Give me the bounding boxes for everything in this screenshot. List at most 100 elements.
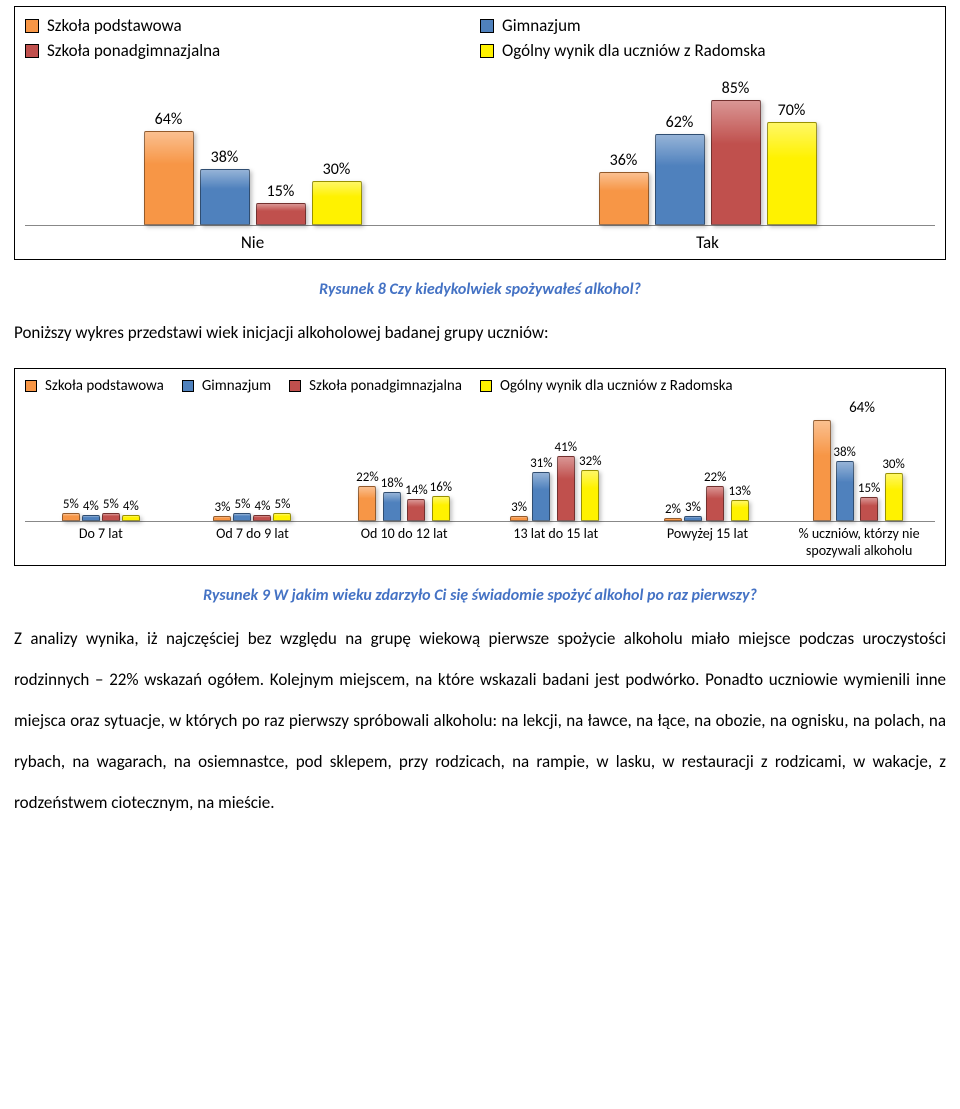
bar-value-label: 3% — [685, 500, 701, 515]
bar-group: 5%4%5%4% — [25, 497, 177, 521]
x-category-label: Nie — [25, 226, 480, 253]
legend-item: Szkoła ponadgimnazjalna — [289, 377, 462, 395]
legend-item: Ogólny wynik dla uczniów z Radomska — [480, 40, 935, 61]
bar: 15% — [256, 182, 306, 225]
bar-rect — [767, 122, 817, 225]
bar-rect — [256, 203, 306, 225]
chart2-top-right-value: 64% — [849, 399, 875, 417]
x-category-label: % uczniów, którzy nie spozywali alkoholu — [783, 522, 935, 560]
bar-rect — [532, 472, 550, 521]
caption-2: Rysunek 9 W jakim wieku zdarzyło Ci się … — [0, 586, 960, 605]
bar: 5% — [273, 497, 291, 521]
bar-rect — [82, 515, 100, 521]
bar: 30% — [312, 160, 362, 225]
bar-rect — [407, 499, 425, 521]
legend-swatch — [182, 380, 194, 392]
x-category-label: Tak — [480, 226, 935, 253]
bar-rect — [860, 497, 878, 521]
bar: 4% — [253, 499, 271, 521]
bar-group: 36%62%85%70% — [480, 79, 935, 225]
bar-value-label: 3% — [215, 500, 231, 515]
legend-swatch — [480, 380, 492, 392]
bar: 85% — [711, 79, 761, 225]
bar-rect — [599, 172, 649, 225]
bar-value-label: 5% — [275, 497, 291, 512]
chart2-xaxis: Do 7 latOd 7 do 9 latOd 10 do 12 lat13 l… — [25, 521, 935, 560]
bar-group: 38%15%30% — [783, 419, 935, 521]
bar-rect — [253, 515, 271, 521]
bar-value-label: 32% — [579, 454, 601, 469]
bar-rect — [233, 513, 251, 521]
bar-rect — [836, 461, 854, 521]
paragraph-2: Z analizy wynika, iż najczęściej bez wzg… — [14, 619, 946, 823]
bar-rect — [655, 134, 705, 225]
chart-1: Szkoła podstawowa Gimnazjum Szkoła ponadgi… — [14, 6, 946, 260]
bar-value-label: 13% — [728, 484, 750, 499]
bar: 36% — [599, 151, 649, 225]
bar-rect — [200, 169, 250, 225]
legend-label: Ogólny wynik dla uczniów z Radomska — [502, 40, 766, 61]
bar: 5% — [62, 497, 80, 521]
legend-item: Ogólny wynik dla uczniów z Radomska — [480, 377, 733, 395]
legend-item: Gimnazjum — [480, 15, 935, 36]
x-category-label: Do 7 lat — [25, 522, 177, 560]
bar: 62% — [655, 113, 705, 225]
legend-label: Szkoła ponadgimnazjalna — [47, 40, 220, 61]
legend-swatch — [25, 44, 39, 58]
bar: 38% — [200, 148, 250, 225]
bar-value-label: 4% — [123, 499, 139, 514]
bar: 15% — [858, 481, 880, 521]
bar-group: 3%31%41%32% — [480, 440, 632, 521]
bar-value-label: 62% — [666, 113, 694, 132]
bar-rect — [383, 492, 401, 520]
bar-value-label: 22% — [704, 470, 726, 485]
bar-rect — [885, 473, 903, 520]
bar-rect — [731, 500, 749, 521]
bar: 5% — [233, 497, 251, 521]
bar-rect — [62, 513, 80, 521]
legend-item: Szkoła ponadgimnazjalna — [25, 40, 480, 61]
bar: 32% — [579, 454, 601, 520]
legend-item: Szkoła podstawowa — [25, 15, 480, 36]
bar-rect — [144, 131, 194, 225]
legend-swatch — [25, 19, 39, 33]
bar-value-label: 64% — [155, 110, 183, 129]
bar: 41% — [555, 440, 577, 521]
bar-value-label: 15% — [858, 481, 880, 496]
legend-swatch — [480, 44, 494, 58]
bar-value-label: 30% — [323, 160, 351, 179]
bar-group: 64% 38% 15% 30% — [25, 110, 480, 225]
bar: 4% — [122, 499, 140, 521]
legend-label: Szkoła podstawowa — [45, 377, 164, 395]
chart1-xaxis: NieTak — [25, 225, 935, 253]
x-category-label: Powyżej 15 lat — [632, 522, 784, 560]
bar-value-label: 18% — [381, 476, 403, 491]
legend-label: Szkoła ponadgimnazjalna — [309, 377, 462, 395]
bar-value-label: 3% — [511, 500, 527, 515]
bar-rect — [358, 486, 376, 521]
bar-value-label: 4% — [255, 499, 271, 514]
bar-rect — [102, 513, 120, 521]
bar-value-label: 14% — [405, 483, 427, 498]
bar: 31% — [530, 456, 552, 521]
bar-rect — [312, 181, 362, 225]
bar — [813, 419, 831, 521]
bar: 3% — [510, 500, 528, 521]
bar-value-label: 15% — [267, 182, 295, 201]
legend-label: Szkoła podstawowa — [47, 15, 182, 36]
bar-value-label: 85% — [722, 79, 750, 98]
bar-value-label: 4% — [83, 499, 99, 514]
legend-label: Gimnazjum — [502, 15, 581, 36]
bar-rect — [122, 515, 140, 521]
bar-value-label: 22% — [356, 470, 378, 485]
bar: 22% — [704, 470, 726, 521]
bar-value-label: 36% — [610, 151, 638, 170]
bar-rect — [813, 420, 831, 521]
bar-rect — [706, 486, 724, 521]
bar: 38% — [833, 445, 855, 521]
chart1-legend: Szkoła podstawowa Gimnazjum Szkoła ponadgi… — [25, 15, 935, 65]
bar: 16% — [430, 480, 452, 521]
chart2-plot: 64% 5%4%5%4%3%5%4%5%22%18%14%16%3%31%41%… — [25, 401, 935, 560]
chart2-legend: Szkoła podstawowaGimnazjumSzkoła ponadgi… — [25, 377, 935, 395]
bar-group: 3%5%4%5% — [177, 497, 329, 521]
